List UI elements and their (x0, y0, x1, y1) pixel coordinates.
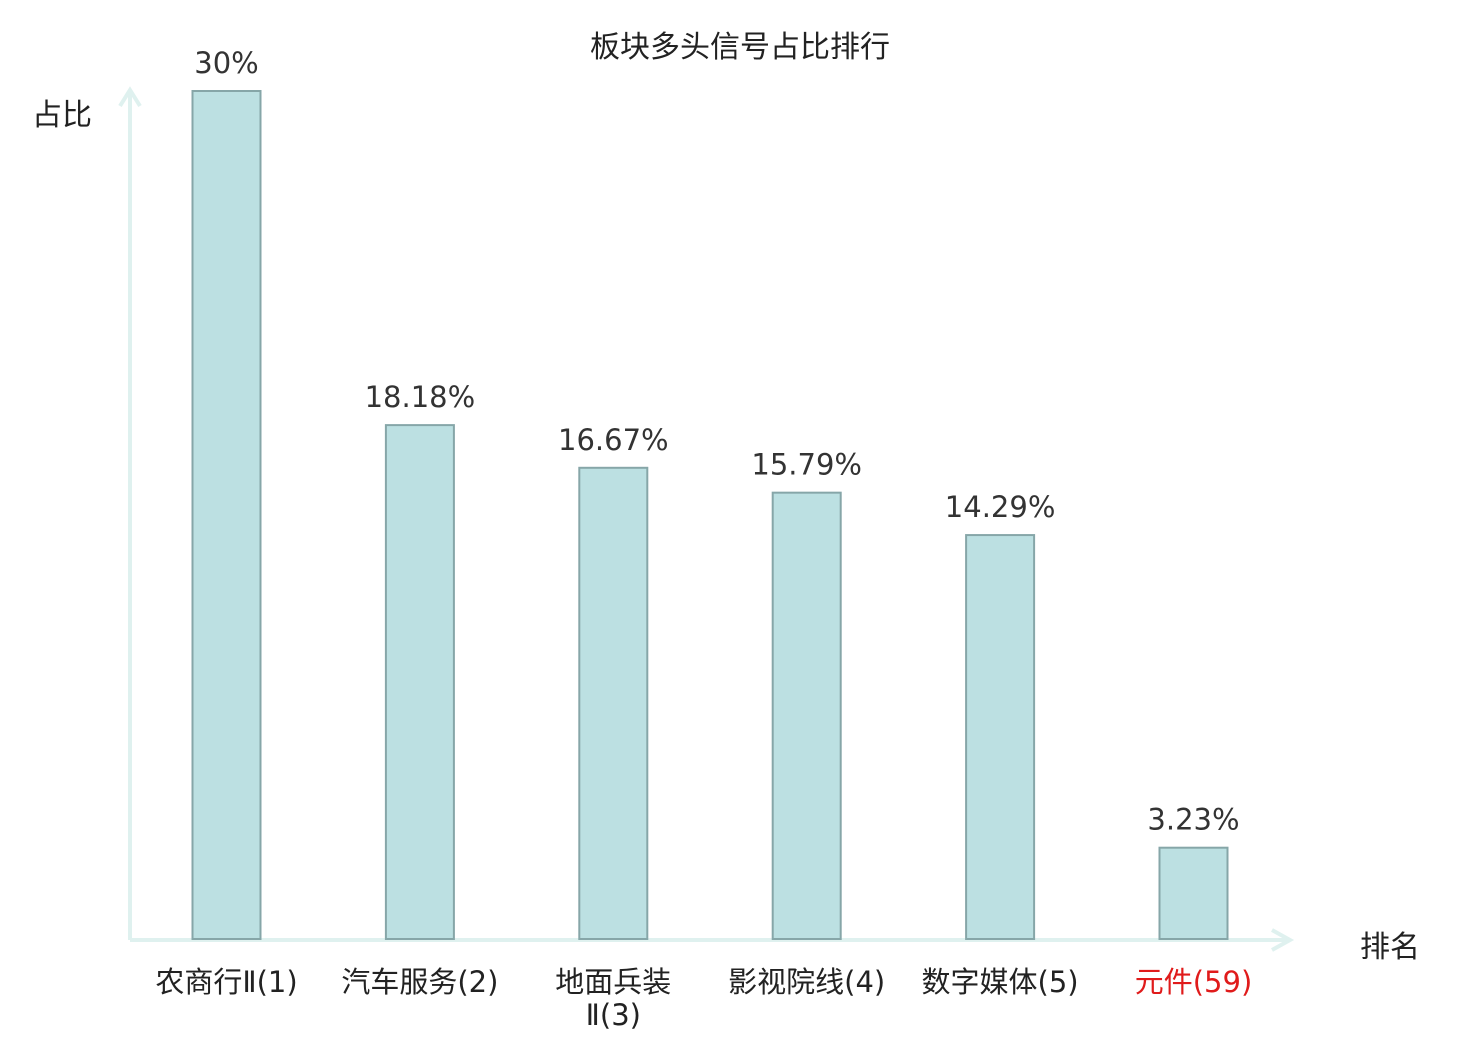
category-label-6: 元件(59) (1134, 965, 1253, 999)
category-label-2: 汽车服务(2) (341, 965, 499, 999)
bar-3 (578, 466, 649, 940)
chart-title: 板块多头信号占比排行 (590, 30, 890, 65)
bar-1 (191, 90, 262, 940)
bar-4 (771, 491, 842, 940)
bar-6 (1158, 846, 1229, 940)
value-label-5: 14.29% (945, 490, 1056, 524)
value-label-6: 3.23% (1147, 803, 1239, 837)
value-label-2: 18.18% (365, 380, 476, 414)
y-axis-label: 占比 (32, 98, 92, 133)
value-label-4: 15.79% (751, 448, 862, 482)
bars-group: 30% 18.18% 16.67% 15.79% 14.29% 3.23% (191, 46, 1240, 940)
bar-2 (384, 424, 455, 940)
value-label-3: 16.67% (558, 423, 669, 457)
category-label-3: 地面兵装Ⅱ(3) (555, 965, 672, 1032)
value-label-1: 30% (194, 46, 258, 80)
x-axis-arrow (1271, 928, 1295, 952)
category-label-4: 影视院线(4) (728, 965, 886, 999)
category-label-1: 农商行Ⅱ(1) (155, 965, 298, 999)
axes (118, 86, 1295, 952)
bar-5 (965, 534, 1036, 940)
x-axis-label: 排名 (1360, 930, 1420, 965)
y-axis-arrow (118, 86, 142, 108)
category-label-5: 数字媒体(5) (921, 965, 1079, 999)
